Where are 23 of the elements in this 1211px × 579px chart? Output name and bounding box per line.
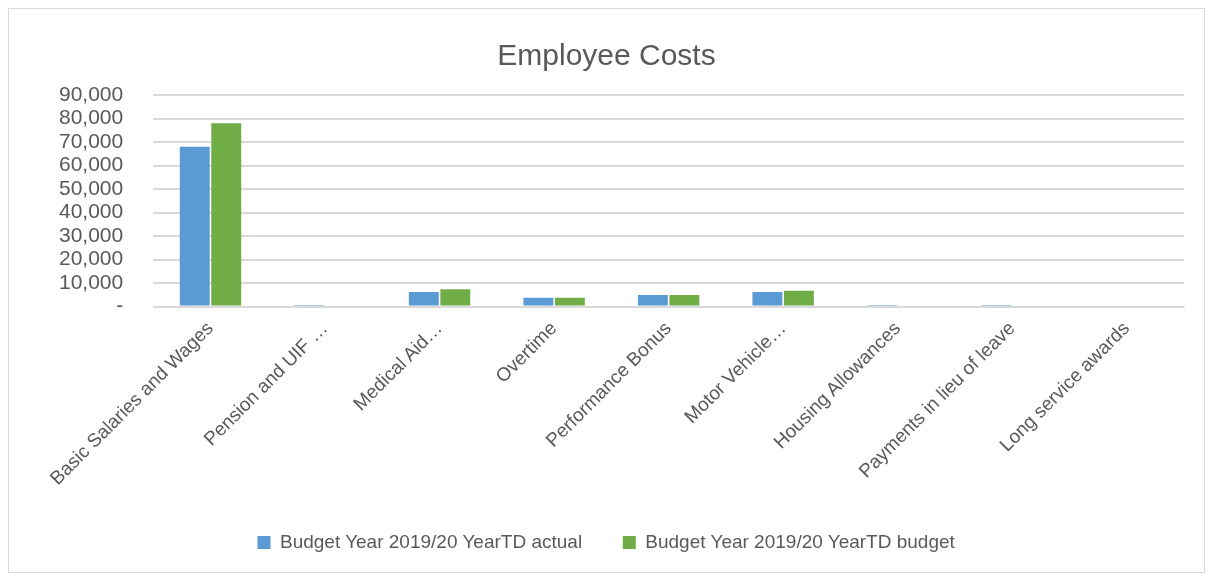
- y-tick-label: 50,000: [59, 175, 124, 199]
- legend-label: Budget Year 2019/20 YearTD actual: [279, 530, 583, 552]
- y-tick-label: 90,000: [59, 81, 124, 105]
- bar: [752, 291, 783, 306]
- bar: [669, 295, 700, 306]
- y-tick-label: 30,000: [59, 222, 124, 246]
- y-tick-label: 20,000: [59, 246, 124, 270]
- bar: [554, 297, 585, 306]
- bar: [783, 290, 814, 306]
- bar: [408, 291, 439, 306]
- y-tick-label: -: [116, 293, 124, 317]
- bar: [211, 123, 242, 306]
- y-tick-label: 70,000: [59, 128, 124, 152]
- bar: [179, 146, 210, 306]
- chart-title: Employee Costs: [497, 38, 716, 72]
- y-tick-label: 80,000: [59, 105, 124, 129]
- y-tick-label: 40,000: [59, 199, 124, 223]
- bar: [637, 295, 668, 306]
- y-tick-label: 60,000: [59, 152, 124, 176]
- y-tick-label: 10,000: [59, 269, 124, 293]
- bar: [523, 297, 554, 306]
- bar: [440, 289, 471, 306]
- legend-label: Budget Year 2019/20 YearTD budget: [645, 530, 956, 552]
